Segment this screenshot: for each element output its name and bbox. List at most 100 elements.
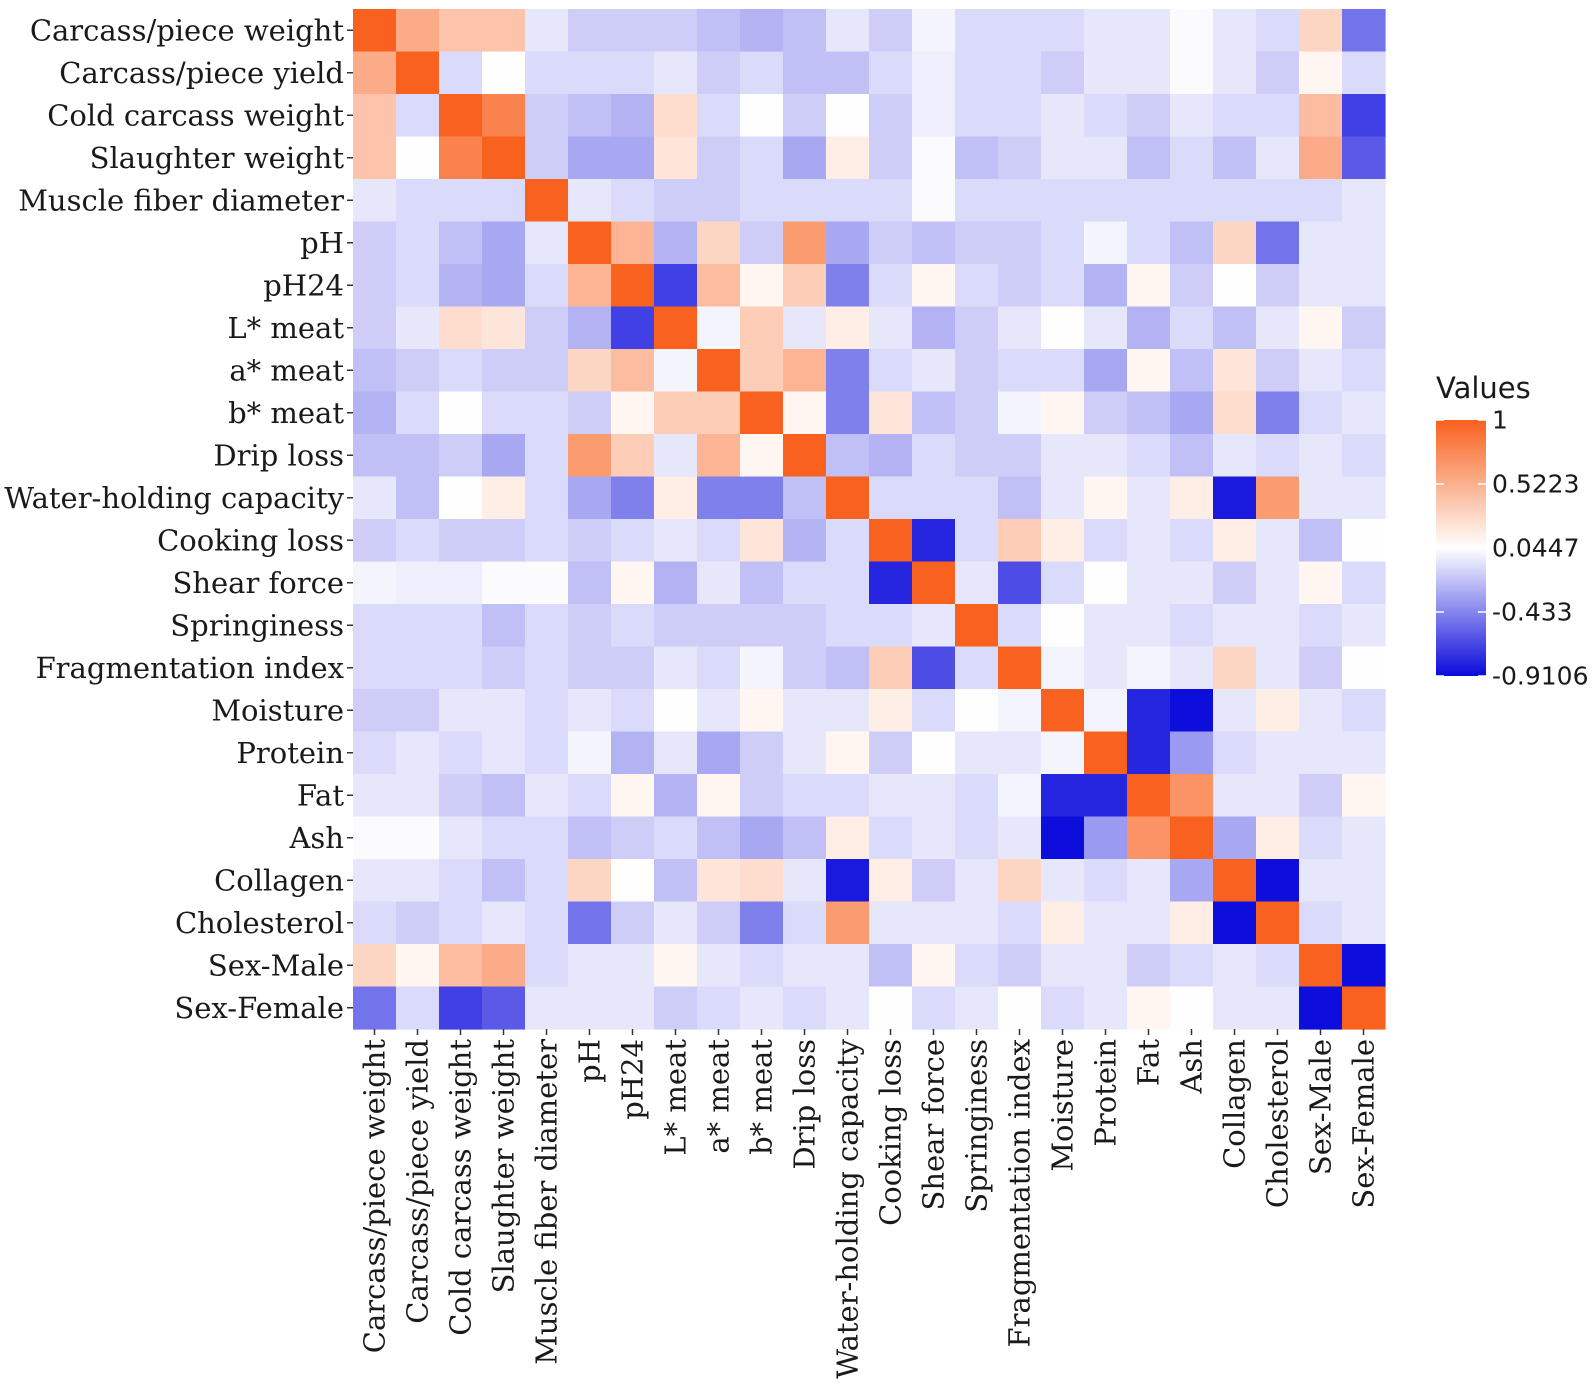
heatmap-cell [1342,519,1386,563]
x-tick-label: Cold carcass weight [444,1039,478,1336]
heatmap-cell [697,774,741,818]
heatmap-cell [396,519,440,563]
heatmap-cell [998,901,1042,945]
heatmap-cell [998,391,1042,435]
heatmap-cell [482,944,526,988]
heatmap-cell [654,859,698,903]
heatmap-cell [439,689,483,733]
heatmap-cell [826,51,870,95]
heatmap-cell [998,136,1042,180]
heatmap-cell [1084,94,1128,138]
heatmap-cell [869,306,913,350]
y-tick-label: a* meat [229,353,344,387]
heatmap-cell [1084,901,1128,945]
heatmap-cell [568,264,612,308]
heatmap-cell [955,986,999,1030]
heatmap-cell [525,9,569,53]
heatmap-cell [697,646,741,690]
heatmap-cell [869,986,913,1030]
heatmap-cell [439,434,483,478]
heatmap-cell [611,434,655,478]
heatmap-cell [1256,519,1300,563]
heatmap-cell [611,646,655,690]
y-tick-label: Drip loss [213,438,344,472]
legend-ticks: 1 0.5223 0.0447 -0.433 -0.9106 [1436,406,1589,691]
heatmap-cell [697,306,741,350]
heatmap-cell [525,94,569,138]
heatmap-cell [783,51,827,95]
heatmap-cell [611,859,655,903]
heatmap-cell [740,476,784,520]
heatmap-cell [869,774,913,818]
heatmap-cell [740,519,784,563]
legend-title: Values [1436,371,1531,405]
heatmap-cell [396,349,440,393]
y-tick-label: L* meat [227,311,344,345]
heatmap-cell [826,179,870,223]
heatmap-cell [783,179,827,223]
x-tick-label: Cholesterol [1261,1039,1295,1208]
heatmap-cell [869,476,913,520]
heatmap-cell [525,349,569,393]
heatmap-cell [568,221,612,265]
heatmap-cell [697,136,741,180]
heatmap-cell [353,901,397,945]
heatmap-cell [525,519,569,563]
heatmap-cell [998,731,1042,775]
heatmap-cell [1084,561,1128,605]
heatmap-cell [1213,306,1257,350]
heatmap-cell [740,391,784,435]
legend-tick-label: -0.433 [1492,598,1573,627]
heatmap-cell [740,859,784,903]
heatmap-cell [1213,859,1257,903]
heatmap-cell [568,179,612,223]
heatmap-cell [1213,391,1257,435]
heatmap-cell [654,179,698,223]
heatmap-cell [697,986,741,1030]
heatmap-cell [1299,391,1343,435]
heatmap-cell [1299,986,1343,1030]
y-axis: Carcass/piece weight Carcass/piece yield C… [4,13,353,1025]
heatmap-cell [740,434,784,478]
heatmap-cell [1256,731,1300,775]
heatmap-cell [1170,264,1214,308]
heatmap-cell [1256,264,1300,308]
heatmap-cell [826,391,870,435]
heatmap-cell [482,816,526,860]
heatmap-cell [353,689,397,733]
heatmap-cell [439,646,483,690]
heatmap-cell [955,306,999,350]
heatmap-cell [525,604,569,648]
heatmap-cell [1041,731,1085,775]
heatmap-cell [568,349,612,393]
heatmap-cell [697,901,741,945]
heatmap-cell [1041,434,1085,478]
heatmap-cell [1342,476,1386,520]
heatmap-cell [998,51,1042,95]
heatmap-cell [654,51,698,95]
heatmap-cell [912,859,956,903]
heatmap-cell [783,434,827,478]
heatmap-cell [482,306,526,350]
heatmap-cell [826,264,870,308]
heatmap-cell [1342,731,1386,775]
heatmap-cell [611,731,655,775]
heatmap-cell [1170,774,1214,818]
heatmap-cell [482,264,526,308]
heatmap-cell [353,859,397,903]
heatmap-cell [525,944,569,988]
heatmap-cell [1084,179,1128,223]
heatmap-cell [353,94,397,138]
heatmap-cell [955,731,999,775]
heatmap-cell [955,944,999,988]
heatmap-cell [740,604,784,648]
heatmap-cell [1127,349,1171,393]
heatmap-cell [353,391,397,435]
heatmap-cell [869,944,913,988]
heatmap-cell [1084,731,1128,775]
heatmap-cell [611,9,655,53]
heatmap-cell [525,859,569,903]
heatmap-cell [439,51,483,95]
y-tick-label: Cholesterol [175,906,344,940]
heatmap-cell [1299,434,1343,478]
